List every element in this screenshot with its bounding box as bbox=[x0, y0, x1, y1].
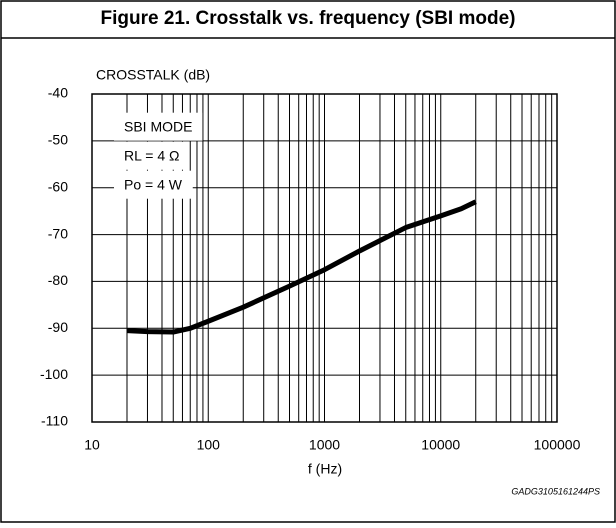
data-line bbox=[126, 199, 477, 335]
x-tick-label: 10 bbox=[84, 437, 100, 453]
annotation-background bbox=[114, 170, 193, 199]
annotation: RL = 4 Ω bbox=[124, 148, 179, 164]
annotation: Po = 4 W bbox=[124, 177, 183, 193]
x-tick-label: 10000 bbox=[421, 437, 460, 453]
figure-code: GADG3105161244PS bbox=[511, 486, 600, 496]
annotation-background bbox=[114, 141, 190, 170]
y-tick-label: -80 bbox=[48, 272, 68, 288]
annotation: SBI MODE bbox=[124, 119, 192, 135]
y-tick-label: -70 bbox=[48, 225, 68, 241]
annotation-background bbox=[114, 112, 203, 141]
y-tick-label: -110 bbox=[41, 413, 68, 429]
x-tick-label: 100000 bbox=[534, 437, 581, 453]
chart-title: Figure 21. Crosstalk vs. frequency (SBI … bbox=[101, 8, 516, 29]
x-tick-label: 100 bbox=[197, 437, 221, 453]
x-tick-label: 1000 bbox=[309, 437, 340, 453]
y-tick-label: -50 bbox=[48, 132, 68, 148]
y-tick-label: -90 bbox=[48, 319, 68, 335]
y-tick-label: -40 bbox=[48, 85, 68, 101]
y-tick-label: -60 bbox=[48, 178, 68, 194]
y-tick-label: -100 bbox=[40, 366, 68, 382]
y-axis-label: CROSSTALK (dB) bbox=[96, 67, 210, 83]
x-axis-label: f (Hz) bbox=[308, 461, 342, 477]
